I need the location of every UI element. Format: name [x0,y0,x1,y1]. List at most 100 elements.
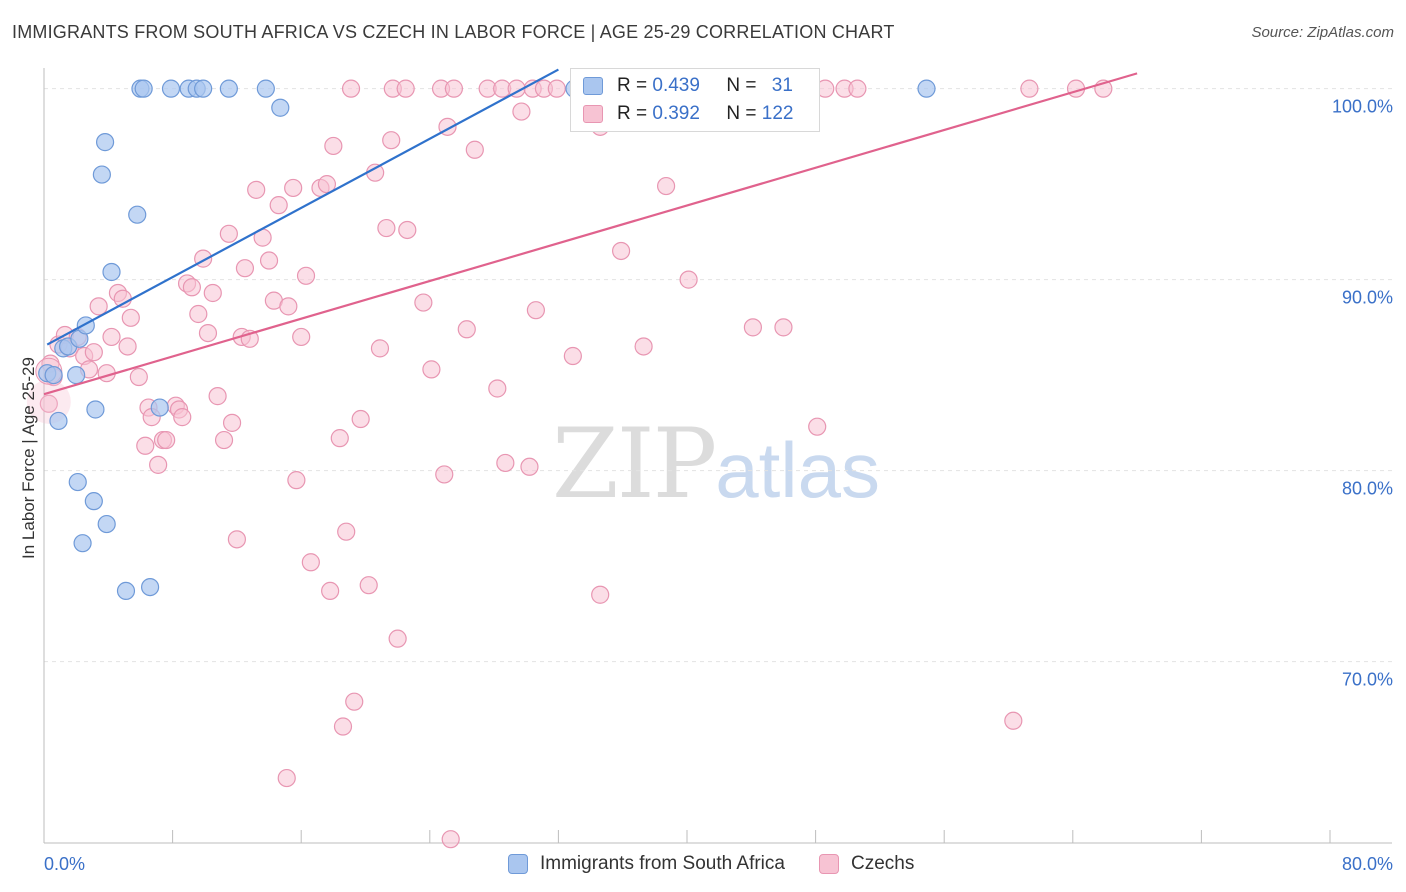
point-czechs [136,436,155,455]
legend-swatch-south-africa [583,77,603,95]
point-czechs [422,360,441,379]
point-czechs [457,320,476,339]
n-value: 122 [761,103,794,124]
point-czechs [1020,79,1039,98]
point-czechs [173,408,192,427]
point-czechs [657,176,676,196]
point-czechs [203,283,222,303]
point-czechs [189,304,208,324]
point-czechs [351,409,370,429]
point-czechs [520,457,539,476]
x-tick-label: 0.0% [44,854,85,874]
point-czechs [118,337,137,356]
point-south-africa [68,472,87,492]
point-czechs [39,394,58,413]
point-czechs [337,522,356,541]
point-czechs [526,301,545,320]
point-czechs [611,241,631,261]
axes [43,68,1392,844]
source-label: Source: ZipAtlas.com [1251,24,1394,41]
point-czechs [1004,711,1023,730]
point-czechs [301,553,320,572]
series-czechs-points [26,79,1113,849]
point-czechs [444,79,464,98]
series-south-africa-points [38,79,936,601]
point-czechs [848,79,867,98]
point-czechs [321,581,340,601]
point-czechs [227,530,246,549]
point-czechs [496,453,515,473]
legend-item-czechs[interactable]: Czechs [818,853,914,875]
r-label: R = [617,75,653,96]
x-tick-label: 80.0% [1342,854,1393,874]
r-value: 0.392 [652,103,700,124]
legend-row-czechs: R = 0.392 N = 122 [583,102,793,126]
point-czechs [808,417,827,436]
point-czechs [743,318,763,337]
point-czechs [396,79,415,98]
point-south-africa [194,79,213,98]
point-south-africa [49,411,68,431]
y-axis-title: In Labor Force | Age 25-29 [19,357,38,559]
n-label: N = [726,75,762,96]
point-czechs [247,180,266,199]
point-czechs [157,430,176,450]
n-value: 31 [771,75,793,96]
point-czechs [129,367,148,387]
point-czechs [330,429,349,448]
point-czechs [317,175,337,194]
point-south-africa [116,581,136,601]
point-czechs [219,224,238,243]
point-south-africa [161,79,181,98]
point-czechs [121,308,140,327]
point-czechs [370,339,390,358]
point-czechs [259,251,279,270]
point-czechs [388,629,407,648]
point-czechs [89,297,108,316]
point-czechs [366,163,385,182]
point-czechs [84,343,103,362]
point-czechs [341,79,361,98]
y-tick-label: 100.0% [1332,97,1393,117]
watermark: ZIPatlas [552,408,880,520]
point-czechs [287,471,306,490]
point-czechs [441,830,460,849]
y-tick-label: 90.0% [1342,288,1393,308]
watermark-zip: ZIP [552,408,717,520]
point-south-africa [128,205,147,224]
tick-labels: 100.0% 90.0% 80.0% 70.0% 0.0% 80.0% [44,97,1393,874]
point-south-africa [73,534,92,553]
point-czechs [198,323,218,343]
n-label: N = [726,103,762,124]
point-south-africa [271,98,290,117]
point-czechs [774,318,793,337]
trend-line-south-africa [46,68,559,346]
point-czechs [634,337,653,356]
legend-item-south-africa[interactable]: Immigrants from South Africa [508,853,785,875]
gridlines [44,88,1392,663]
point-czechs [333,717,353,736]
trend-line-czechs [43,72,1138,396]
point-czechs [296,266,316,285]
point-czechs [214,430,234,450]
series-legend: Immigrants from South Africa Czechs [508,852,948,876]
legend-swatch-czechs [818,854,839,874]
legend-swatch-south-africa [508,854,528,874]
point-czechs [435,465,454,484]
point-czechs [235,259,255,278]
point-czechs [591,585,610,604]
point-czechs [512,102,531,121]
legend-row-south-africa: R = 0.439 N = 31 [583,74,793,98]
point-czechs [292,327,311,347]
point-czechs [102,327,121,347]
point-czechs [359,576,378,595]
point-south-africa [219,79,238,98]
point-czechs [222,413,242,432]
point-czechs [563,346,582,366]
point-czechs [277,768,296,788]
point-south-africa [95,133,115,152]
correlation-legend: R = 0.439 N = 31 R = 0.392 N = 122 [570,68,820,132]
point-czechs [398,220,417,240]
point-south-africa [140,577,160,597]
